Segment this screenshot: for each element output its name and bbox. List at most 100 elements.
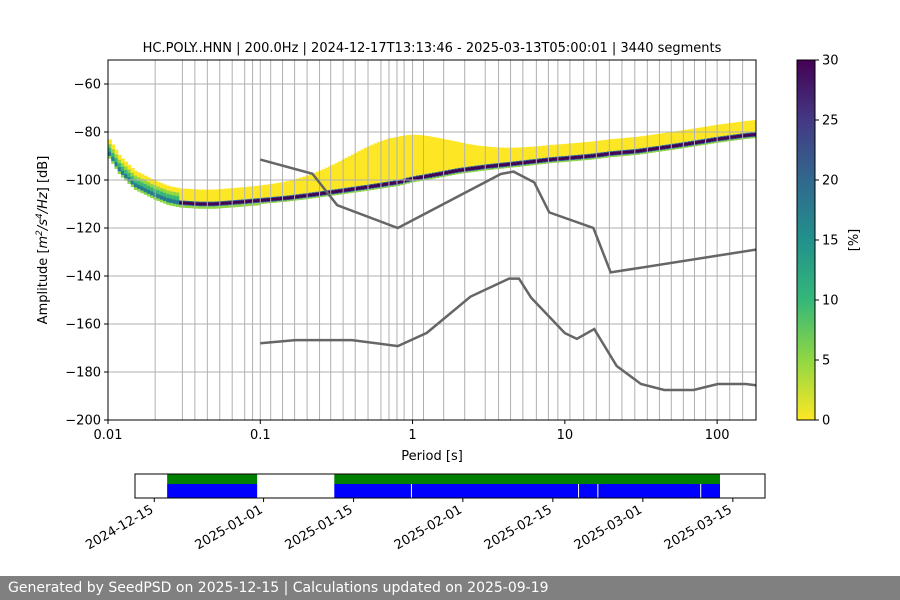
- heatmap-cell: [156, 190, 161, 194]
- heatmap-cell: [331, 190, 336, 194]
- heatmap-cell: [529, 160, 534, 164]
- heatmap-cell: [743, 137, 747, 140]
- heatmap-cell: [513, 166, 517, 168]
- heatmap-column: [396, 136, 401, 186]
- heatmap-column: [176, 187, 180, 207]
- heatmap-column: [684, 129, 689, 148]
- heatmap-cell: [574, 155, 579, 159]
- y-tick-label: −180: [65, 366, 101, 381]
- heatmap-column: [691, 128, 696, 147]
- availability-tick-label: 2025-02-01: [392, 502, 465, 553]
- heatmap-cell: [444, 139, 449, 171]
- heatmap-cell: [315, 196, 320, 198]
- heatmap-column: [380, 140, 384, 189]
- heatmap-cell: [270, 183, 274, 197]
- heatmap-cell: [120, 163, 125, 171]
- heatmap-cell: [373, 188, 378, 190]
- heatmap-column: [626, 137, 631, 156]
- footer-bar: Generated by SeedPSD on 2025-12-15 | Cal…: [0, 576, 900, 600]
- heatmap-cell: [124, 166, 129, 174]
- y-gridlines: [108, 83, 756, 421]
- heatmap-column: [671, 131, 676, 150]
- heatmap-column: [730, 122, 734, 141]
- heatmap-cell: [182, 201, 187, 205]
- heatmap-cell: [564, 160, 569, 162]
- heatmap-cell: [195, 206, 200, 209]
- heatmap-column: [373, 143, 378, 190]
- heatmap-cell: [260, 202, 265, 204]
- heatmap-cell: [360, 186, 365, 190]
- heatmap-cell: [474, 145, 478, 166]
- heatmap-cell: [613, 155, 618, 157]
- heatmap-cell: [726, 123, 731, 136]
- y-tick-label: −200: [65, 414, 101, 429]
- heatmap-cell: [506, 166, 511, 168]
- heatmap-cell: [684, 146, 689, 148]
- heatmap-cell: [558, 144, 563, 157]
- heatmap-cell: [487, 146, 491, 165]
- availability-frame: [134, 473, 766, 499]
- heatmap-column: [389, 138, 394, 187]
- heatmap-cell: [584, 158, 589, 161]
- heatmap-cell: [425, 135, 430, 174]
- heatmap-column: [717, 124, 721, 143]
- heatmap-cell: [707, 142, 712, 145]
- heatmap-cell: [370, 188, 375, 190]
- heatmap-column: [108, 139, 112, 159]
- heatmap-column: [590, 141, 595, 160]
- heatmap-cell: [143, 188, 148, 192]
- heatmap-cell: [140, 187, 145, 190]
- heatmap-column: [143, 175, 148, 195]
- heatmap-cell: [636, 136, 640, 149]
- availability-used-bar: [167, 474, 258, 484]
- heatmap-cell: [687, 129, 692, 142]
- heatmap-cell: [289, 199, 294, 202]
- heatmap-cell: [736, 138, 741, 140]
- heatmap-column: [357, 151, 362, 192]
- heatmap-cell: [720, 140, 725, 143]
- heatmap-cell: [367, 146, 372, 185]
- heatmap-cell: [396, 180, 401, 184]
- heatmap-cell: [548, 144, 553, 158]
- heatmap-cell: [432, 137, 436, 173]
- heatmap-column: [111, 144, 116, 164]
- heatmap-cell: [224, 201, 229, 205]
- heatmap-cell: [623, 150, 627, 154]
- heatmap-cell: [189, 205, 193, 209]
- heatmap-cell: [736, 121, 741, 134]
- heatmap-cell: [380, 187, 384, 189]
- heatmap-cell: [159, 191, 164, 196]
- heatmap-column: [516, 147, 521, 167]
- heatmap-column: [444, 139, 449, 177]
- heatmap-cell: [464, 143, 469, 167]
- heatmap-cell: [260, 198, 265, 202]
- heatmap-cell: [211, 189, 216, 202]
- heatmap-cell: [347, 156, 352, 188]
- heatmap-cell: [717, 141, 721, 143]
- y-axis-ticks: −60 −80 −100 −120 −140 −160 −180 −200: [65, 78, 108, 429]
- heatmap-column: [493, 147, 498, 170]
- y-axis-label: Amplitude [m2/s4/Hz] [dB]: [35, 156, 51, 325]
- heatmap-column: [224, 188, 229, 208]
- y-tick-label: −80: [74, 126, 101, 141]
- heatmap-cell: [432, 173, 436, 177]
- heatmap-column: [571, 143, 576, 162]
- colorbar-tick-label: 15: [822, 234, 839, 249]
- heatmap-column: [415, 134, 420, 182]
- heatmap-cell: [380, 183, 384, 187]
- heatmap-cell: [551, 161, 556, 163]
- heatmap-cell: [146, 190, 151, 194]
- heatmap-column: [542, 145, 546, 164]
- colorbar-tick-label: 30: [822, 54, 839, 69]
- heatmap-cell: [542, 158, 546, 162]
- heatmap-column: [700, 127, 705, 146]
- heatmap-column: [234, 187, 239, 208]
- heatmap-cell: [739, 134, 744, 138]
- heatmap-cell: [120, 166, 125, 171]
- heatmap-cell: [652, 147, 657, 151]
- heatmap-cell: [490, 164, 495, 168]
- heatmap-cell: [396, 136, 401, 180]
- heatmap-cell: [743, 134, 747, 137]
- heatmap-column: [331, 164, 336, 196]
- heatmap-cell: [279, 200, 284, 203]
